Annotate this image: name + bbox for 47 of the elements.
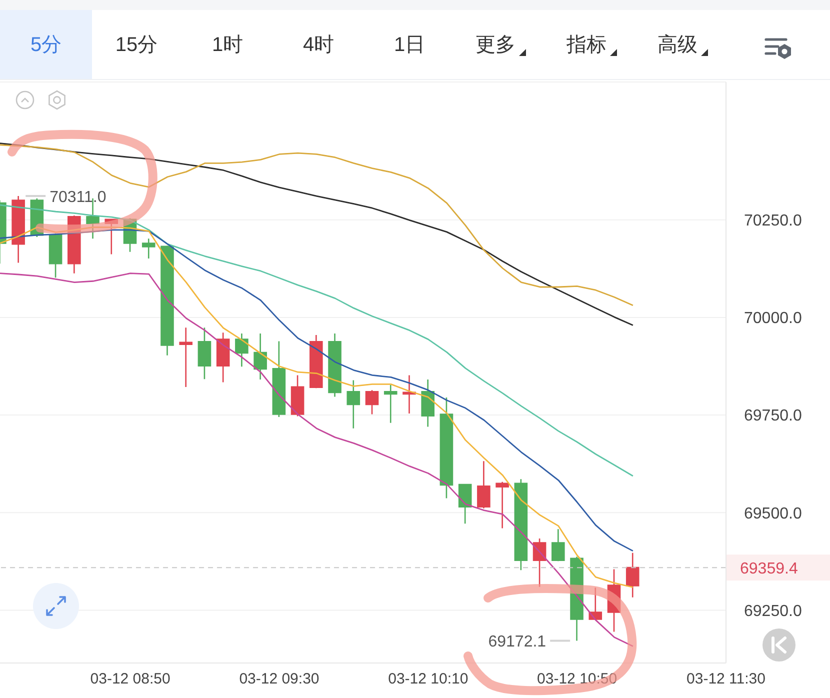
- x-tick-label: 03-12 08:50: [90, 670, 170, 688]
- candlestick: [365, 389, 379, 415]
- ref-line-label: 69359.4: [740, 560, 798, 578]
- x-tick-label: 03-12 10:10: [388, 670, 468, 688]
- candlestick: [48, 232, 62, 278]
- candlestick: [346, 380, 360, 429]
- text: 15分: [115, 33, 158, 58]
- candlestick: [160, 244, 174, 356]
- text: 5分: [30, 33, 62, 58]
- line-series: [0, 204, 634, 477]
- annotation: 70311.0: [50, 188, 106, 206]
- candlestick: [310, 334, 323, 389]
- candlestick: [440, 396, 454, 499]
- text: 4时: [302, 33, 334, 58]
- x-tick-label: 03-12 11:30: [686, 670, 766, 688]
- y-tick-label: 70250.0: [744, 212, 802, 230]
- y-tick-label: 69500.0: [744, 505, 802, 522]
- x-tick-label: 03-12 09:30: [239, 670, 320, 688]
- candlestick: [477, 460, 490, 510]
- text: 更多: [476, 33, 516, 58]
- candlestick: [290, 374, 304, 417]
- candlestick: [179, 326, 192, 388]
- candlestick: [142, 238, 156, 260]
- candlestick: [384, 384, 398, 424]
- candlestick: [328, 332, 342, 398]
- text: 高级: [658, 33, 698, 58]
- text: 1日: [394, 33, 426, 58]
- y-tick-label: 69250.0: [744, 602, 802, 620]
- candlestick: [552, 528, 565, 562]
- candlestick: [235, 332, 248, 368]
- candlestick: [216, 332, 230, 383]
- candlestick: [421, 378, 434, 428]
- candlestick: [496, 481, 509, 529]
- annotation: 69172.1: [488, 633, 546, 650]
- y-tick-label: 70000.0: [744, 310, 802, 328]
- candlestick: [12, 195, 25, 264]
- y-tick-label: 69750.0: [744, 408, 802, 425]
- x-tick-label: 03-12 10:50: [537, 670, 618, 688]
- candlestick: [514, 478, 528, 571]
- text: 指标: [566, 33, 606, 58]
- candlestick: [272, 340, 286, 418]
- candlestick: [402, 374, 416, 414]
- candlestick: [198, 326, 212, 380]
- candlestick: [458, 484, 472, 524]
- candlestick: [626, 552, 640, 598]
- text: 1时: [212, 33, 244, 58]
- candlestick: [254, 332, 267, 380]
